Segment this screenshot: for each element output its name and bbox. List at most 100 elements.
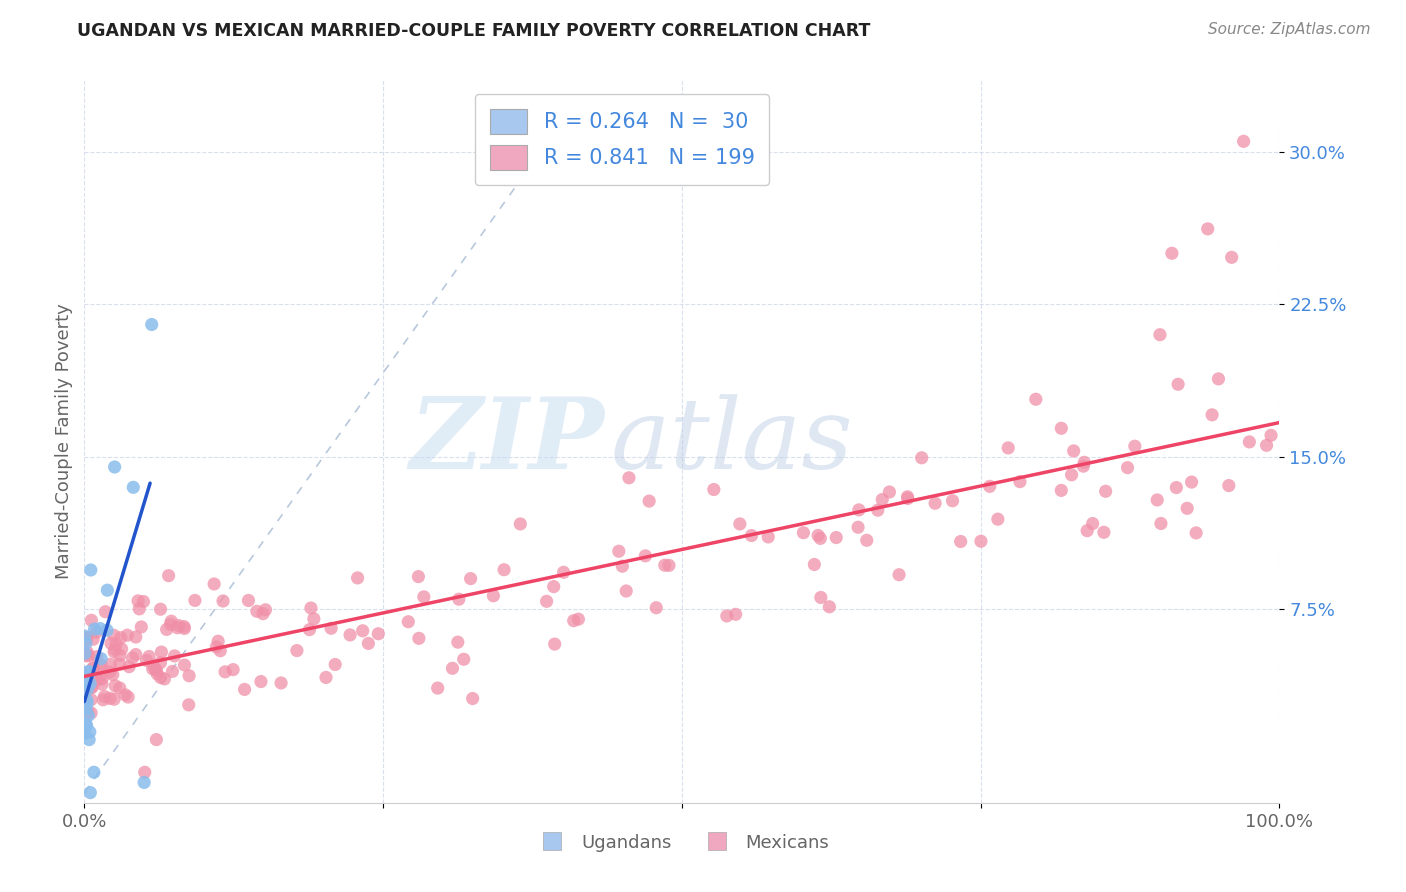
- Point: [979, 479, 1001, 493]
- Text: Source: ZipAtlas.com: Source: ZipAtlas.com: [1208, 22, 1371, 37]
- Point: [1008, 475, 1031, 489]
- Point: [73, 629, 96, 643]
- Point: [756, 530, 779, 544]
- Point: [617, 471, 640, 485]
- Point: [80, 681, 103, 695]
- Point: [117, 690, 139, 704]
- Point: [100, 657, 122, 672]
- Point: [80, 613, 103, 627]
- Point: [252, 607, 274, 621]
- Point: [77, 708, 100, 723]
- Point: [367, 626, 389, 640]
- Point: [1260, 428, 1282, 442]
- Point: [222, 663, 245, 677]
- Point: [79, 676, 101, 690]
- Point: [131, 620, 153, 634]
- Point: [75, 636, 97, 650]
- Point: [724, 607, 747, 622]
- Point: [1050, 421, 1073, 435]
- Point: [177, 698, 200, 712]
- Point: [1161, 246, 1184, 260]
- Point: [346, 571, 368, 585]
- Point: [396, 615, 419, 629]
- Point: [1076, 524, 1098, 538]
- Point: [1116, 460, 1139, 475]
- Point: [911, 450, 934, 465]
- Point: [460, 572, 482, 586]
- Point: [209, 644, 232, 658]
- Y-axis label: Married-Couple Family Poverty: Married-Couple Family Poverty: [55, 303, 73, 580]
- Point: [98, 665, 121, 679]
- Point: [90, 651, 112, 665]
- Point: [73, 646, 96, 660]
- Point: [132, 594, 155, 608]
- Point: [1175, 501, 1198, 516]
- Point: [80, 706, 103, 720]
- Point: [645, 600, 668, 615]
- Point: [866, 503, 889, 517]
- Point: [453, 652, 475, 666]
- Point: [108, 648, 131, 663]
- Point: [77, 648, 100, 663]
- Point: [173, 622, 195, 636]
- Point: [1220, 251, 1243, 265]
- Point: [157, 568, 180, 582]
- Point: [879, 485, 901, 500]
- Point: [145, 663, 167, 677]
- Point: [145, 663, 167, 677]
- Point: [233, 682, 256, 697]
- Point: [96, 624, 118, 638]
- Point: [94, 605, 117, 619]
- Point: [544, 637, 567, 651]
- Point: [807, 528, 830, 542]
- Point: [118, 659, 141, 673]
- Point: [654, 558, 676, 573]
- Point: [997, 441, 1019, 455]
- Point: [1201, 408, 1223, 422]
- Point: [567, 612, 589, 626]
- Point: [77, 666, 100, 681]
- Point: [96, 583, 118, 598]
- Point: [179, 669, 201, 683]
- Point: [896, 490, 918, 504]
- Point: [103, 628, 125, 642]
- Point: [142, 658, 165, 673]
- Text: atlas: atlas: [610, 394, 853, 489]
- Point: [83, 765, 105, 780]
- Point: [536, 594, 558, 608]
- Point: [100, 636, 122, 650]
- Point: [482, 589, 505, 603]
- Point: [76, 682, 98, 697]
- Point: [135, 653, 157, 667]
- Point: [716, 609, 738, 624]
- Point: [1197, 222, 1219, 236]
- Point: [103, 692, 125, 706]
- Point: [79, 786, 101, 800]
- Point: [105, 637, 128, 651]
- Point: [86, 649, 108, 664]
- Point: [80, 681, 103, 695]
- Point: [214, 665, 236, 679]
- Point: [159, 617, 181, 632]
- Point: [149, 671, 172, 685]
- Point: [703, 483, 725, 497]
- Point: [205, 640, 228, 654]
- Point: [122, 480, 145, 494]
- Point: [987, 512, 1010, 526]
- Point: [125, 648, 148, 662]
- Point: [897, 491, 920, 506]
- Point: [207, 634, 229, 648]
- Point: [184, 593, 207, 607]
- Point: [1081, 516, 1104, 531]
- Point: [299, 601, 322, 615]
- Point: [614, 584, 637, 599]
- Point: [166, 621, 188, 635]
- Point: [86, 625, 108, 640]
- Point: [75, 632, 97, 647]
- Point: [150, 645, 173, 659]
- Point: [887, 567, 910, 582]
- Point: [76, 677, 98, 691]
- Point: [76, 705, 98, 719]
- Point: [83, 622, 105, 636]
- Point: [1166, 481, 1188, 495]
